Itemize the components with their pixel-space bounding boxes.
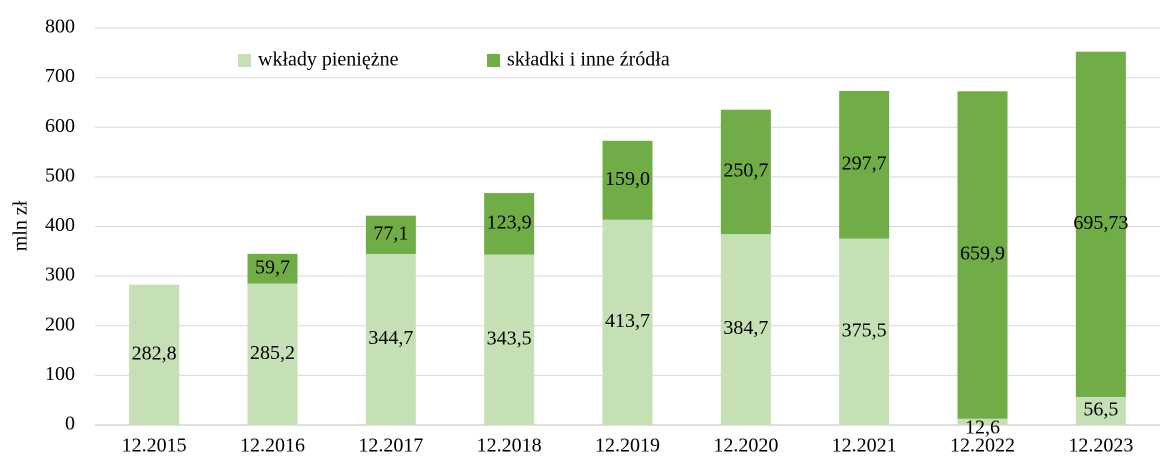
data-label: 297,7 xyxy=(842,152,887,174)
data-label: 344,7 xyxy=(368,327,413,349)
data-label: 123,9 xyxy=(487,211,532,233)
x-tick-label: 12.2019 xyxy=(595,435,660,457)
x-tick-label: 12.2018 xyxy=(477,435,542,457)
x-tick-label: 12.2020 xyxy=(713,435,778,457)
y-tick-label: 0 xyxy=(65,413,75,435)
x-tick-label: 12.2017 xyxy=(358,435,423,457)
legend-swatch xyxy=(487,54,500,67)
x-tick-label: 12.2022 xyxy=(950,435,1015,457)
data-label: 413,7 xyxy=(605,310,650,332)
data-label: 695,73 xyxy=(1073,212,1128,234)
bar-segment xyxy=(247,253,298,284)
x-tick-label: 12.2016 xyxy=(240,435,305,457)
bar-segment xyxy=(839,238,890,425)
x-tick-label: 12.2015 xyxy=(122,435,187,457)
bar-segment xyxy=(1075,396,1126,425)
data-label: 77,1 xyxy=(373,222,408,244)
y-tick-label: 600 xyxy=(45,115,75,137)
data-label: 384,7 xyxy=(723,317,768,339)
y-tick-label: 200 xyxy=(45,313,75,335)
bar-segment xyxy=(602,140,653,220)
data-label: 12,6 xyxy=(965,416,1000,438)
bar-segment xyxy=(957,418,1008,425)
y-tick-label: 400 xyxy=(45,214,75,236)
y-tick-label: 500 xyxy=(45,164,75,186)
legend-swatch xyxy=(238,54,251,67)
y-tick-label: 700 xyxy=(45,65,75,87)
bar-segment xyxy=(720,109,771,235)
bar-segment xyxy=(129,284,180,425)
data-label: 282,8 xyxy=(132,342,177,364)
y-axis-label: mln zł xyxy=(10,200,32,251)
data-label: 56,5 xyxy=(1083,399,1118,421)
bar-segment xyxy=(957,91,1008,419)
y-tick-label: 300 xyxy=(45,264,75,286)
bar-segment xyxy=(365,253,416,425)
bar-segment xyxy=(484,193,535,255)
bar-segment xyxy=(720,234,771,425)
data-label: 375,5 xyxy=(842,319,887,341)
bar-segment xyxy=(247,283,298,425)
bar-segment xyxy=(1075,51,1126,397)
data-label: 59,7 xyxy=(255,256,290,278)
data-label: 250,7 xyxy=(723,159,768,181)
data-label: 285,2 xyxy=(250,342,295,364)
data-label: 659,9 xyxy=(960,243,1005,265)
bar-segment xyxy=(602,219,653,425)
x-tick-label: 12.2023 xyxy=(1068,435,1133,457)
bar-segment xyxy=(839,90,890,239)
x-tick-label: 12.2021 xyxy=(832,435,897,457)
bar-segment xyxy=(365,215,416,254)
data-label: 343,5 xyxy=(487,327,532,349)
legend-label: składki i inne źródła xyxy=(507,49,670,71)
y-tick-label: 800 xyxy=(45,16,75,38)
data-label: 159,0 xyxy=(605,168,650,190)
y-tick-label: 100 xyxy=(45,363,75,385)
bar-segment xyxy=(484,254,535,425)
legend-label: wkłady pieniężne xyxy=(258,49,399,71)
